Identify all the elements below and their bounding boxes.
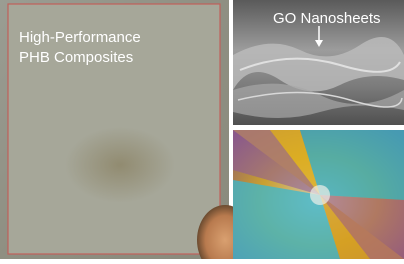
- film-photo: High-Performance PHB Composites: [0, 0, 253, 259]
- title-line: High-Performance: [19, 29, 141, 46]
- pom-image: [233, 130, 404, 259]
- figure: High-Performance PHB Composites GO Nanos…: [0, 0, 404, 259]
- sem-image: GO Nanosheets: [233, 0, 404, 125]
- title-line: PHB Composites: [19, 49, 133, 66]
- film-stain: [65, 127, 175, 203]
- annotation: GO Nanosheets: [273, 10, 381, 27]
- spherulite-center: [310, 185, 330, 205]
